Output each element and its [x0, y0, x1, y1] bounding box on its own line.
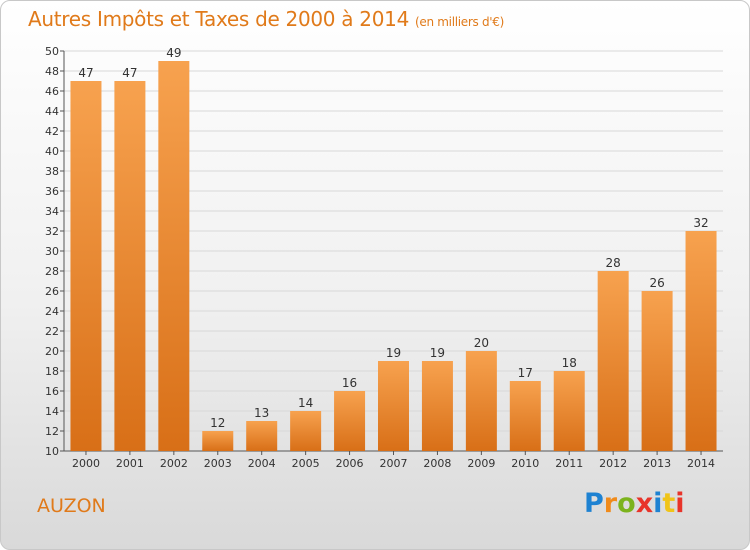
- data-label: 32: [693, 216, 708, 230]
- x-tick-label: 2000: [72, 457, 100, 470]
- x-tick-label: 2011: [555, 457, 583, 470]
- chart-title-unit: (en milliers d'€): [415, 15, 505, 29]
- bar: [70, 81, 102, 451]
- bar: [597, 271, 629, 451]
- y-tick-label: 24: [45, 305, 59, 318]
- data-label: 19: [430, 346, 445, 360]
- y-tick-label: 34: [45, 205, 59, 218]
- chart-title-text: Autres Impôts et Taxes de 2000 à 2014: [28, 7, 409, 31]
- x-tick-labels: 2000 2001 2002 2003 2004 2005 2006 2007 2008 2009…: [72, 457, 715, 470]
- x-tick-label: 2012: [599, 457, 627, 470]
- data-label: 47: [122, 66, 137, 80]
- x-tick-label: 2004: [248, 457, 276, 470]
- bar: [158, 61, 190, 451]
- bar: [553, 371, 585, 451]
- bar: [246, 421, 278, 451]
- x-tick-label: 2002: [160, 457, 188, 470]
- bar: [114, 81, 146, 451]
- y-tick-label: 50: [45, 45, 59, 58]
- logo-letter: i: [675, 488, 685, 519]
- y-tick-label: 48: [45, 65, 59, 78]
- y-tick-label: 32: [45, 225, 59, 238]
- data-label: 17: [518, 366, 533, 380]
- y-tick-label: 36: [45, 185, 59, 198]
- data-label: 12: [210, 416, 225, 430]
- x-tick-label: 2013: [643, 457, 671, 470]
- data-label: 26: [649, 276, 664, 290]
- x-tick-label: 2003: [204, 457, 232, 470]
- bar: [202, 431, 234, 451]
- logo-letter: t: [662, 488, 676, 519]
- data-label: 14: [298, 396, 313, 410]
- y-tick-label: 28: [45, 265, 59, 278]
- x-tick-label: 2007: [380, 457, 408, 470]
- y-tick-label: 26: [45, 285, 59, 298]
- x-tick-label: 2008: [423, 457, 451, 470]
- x-tick-label: 2009: [467, 457, 495, 470]
- x-tick-label: 2006: [336, 457, 364, 470]
- logo-letter: P: [584, 488, 604, 519]
- y-tick-label: 10: [45, 445, 59, 458]
- data-labels: 47 47 49 12 13 14 16 19 19 20 17 18 28 26 32: [78, 46, 708, 430]
- y-tick-label: 40: [45, 145, 59, 158]
- y-tick-label: 22: [45, 325, 59, 338]
- bar-chart: 10 12 14 16 18 20 22 24 26 28 30 32 34 36 38 40 42 44 46 48…: [45, 45, 723, 470]
- bar: [641, 291, 673, 451]
- data-label: 28: [606, 256, 621, 270]
- y-tick-label: 30: [45, 245, 59, 258]
- y-tick-label: 42: [45, 125, 59, 138]
- x-tick-label: 2014: [687, 457, 715, 470]
- bar: [465, 351, 497, 451]
- data-label: 13: [254, 406, 269, 420]
- y-tick-label: 20: [45, 345, 59, 358]
- bar: [421, 361, 453, 451]
- y-tick-label: 14: [45, 405, 59, 418]
- data-label: 19: [386, 346, 401, 360]
- chart-title: Autres Impôts et Taxes de 2000 à 2014 (en…: [28, 7, 504, 31]
- data-label: 18: [562, 356, 577, 370]
- x-tick-label: 2005: [292, 457, 320, 470]
- logo-letter: o: [617, 488, 636, 519]
- y-tick-label: 44: [45, 105, 59, 118]
- bar: [509, 381, 541, 451]
- y-tick-labels: 10 12 14 16 18 20 22 24 26 28 30 32 34 36 38 40 42 44 46 48…: [45, 45, 59, 458]
- y-tick-label: 46: [45, 85, 59, 98]
- y-tick-label: 18: [45, 365, 59, 378]
- logo-letter: x: [635, 488, 654, 519]
- data-label: 47: [78, 66, 93, 80]
- bar: [685, 231, 717, 451]
- x-tick-label: 2010: [511, 457, 539, 470]
- bar: [290, 411, 322, 451]
- y-tick-label: 12: [45, 425, 59, 438]
- proxiti-logo[interactable]: Proxiti: [584, 488, 685, 519]
- data-label: 16: [342, 376, 357, 390]
- logo-letter: i: [653, 488, 663, 519]
- y-tick-label: 38: [45, 165, 59, 178]
- data-label: 49: [166, 46, 181, 60]
- y-tick-label: 16: [45, 385, 59, 398]
- bar: [334, 391, 366, 451]
- x-tick-label: 2001: [116, 457, 144, 470]
- city-name: AUZON: [37, 495, 106, 517]
- bar: [378, 361, 409, 451]
- logo-letter: r: [603, 488, 618, 519]
- data-label: 20: [474, 336, 489, 350]
- bars: [70, 61, 717, 451]
